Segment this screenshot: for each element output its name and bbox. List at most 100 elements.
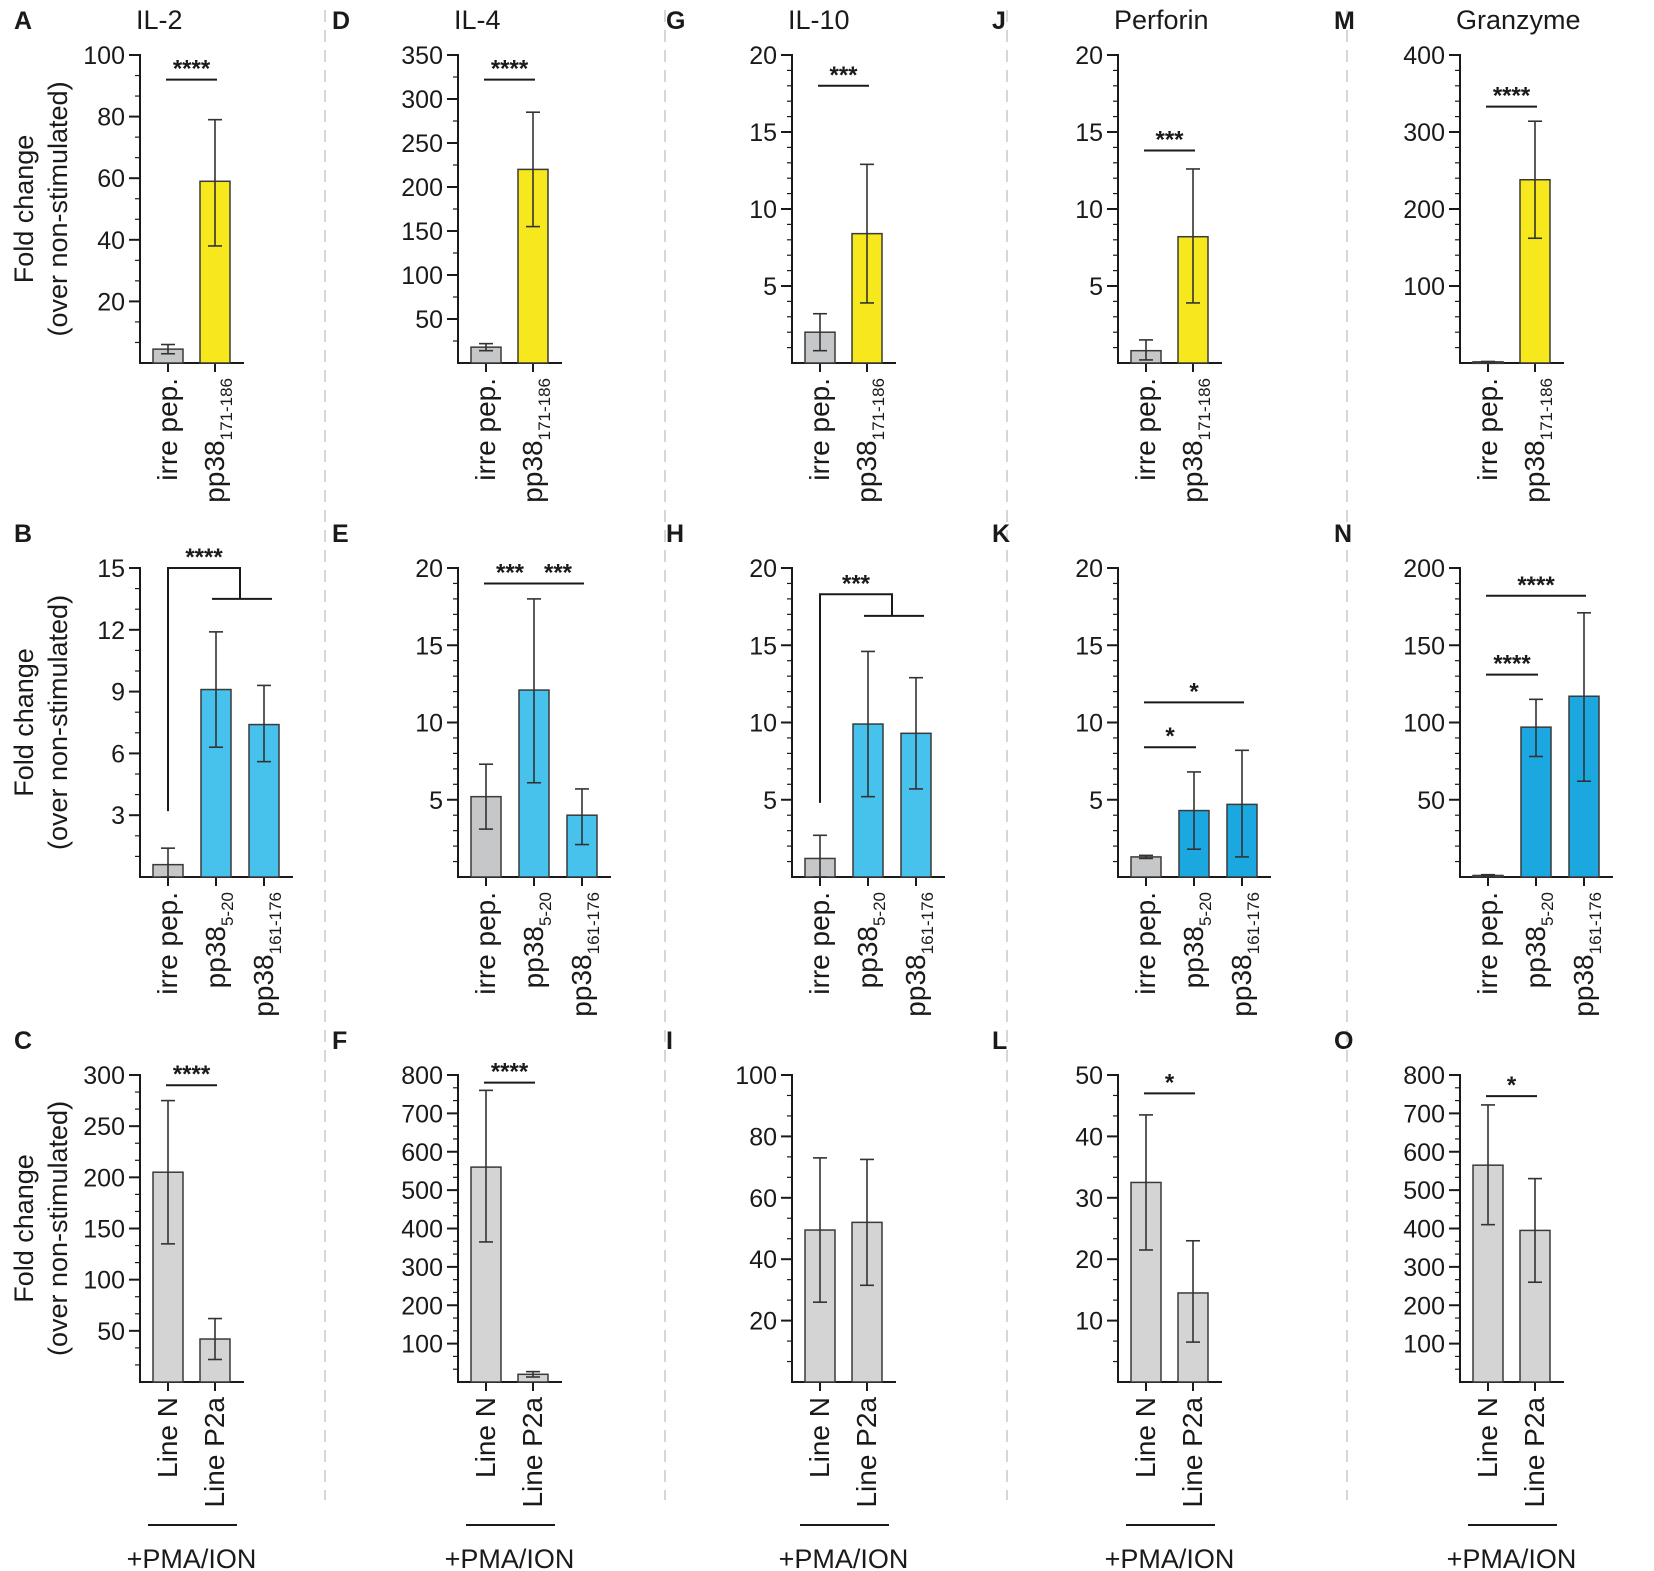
panel-N: N 50 100 150 200 **** **** irre pep. pp385-20 pp3…: [1334, 520, 1613, 1017]
y-tick-label: 800: [1403, 1062, 1445, 1090]
y-tick-label: 40: [749, 1246, 777, 1274]
y-tick-label: 15: [1075, 119, 1103, 147]
panel-title: IL-2: [136, 5, 183, 35]
category-label: pp385-20: [1520, 892, 1557, 988]
y-tick-label: 80: [97, 104, 125, 132]
category-label: pp385-20: [852, 892, 889, 988]
y-tick-label: 20: [749, 555, 777, 583]
y-tick-label: 100: [1403, 1331, 1445, 1359]
panel-title: Granzyme: [1456, 5, 1581, 35]
panel-letter: K: [992, 520, 1010, 548]
bar-2: [248, 723, 280, 878]
y-tick-label: 5: [763, 787, 777, 815]
y-tick-label: 500: [1403, 1177, 1445, 1205]
y-tick-label: 10: [1075, 710, 1103, 738]
y-tick-label: 10: [415, 710, 443, 738]
significance-label: ****: [1493, 651, 1531, 678]
significance-label: ***: [1155, 126, 1184, 153]
panel-D: D IL-4 50 100 150 200 250 300 350 **** irre pep. pp…: [332, 5, 562, 503]
panel-M: M Granzyme 100 200 300 400 **** irre pep. pp3817…: [1334, 5, 1581, 503]
significance-bracket: [819, 593, 893, 803]
y-axis-title: Fold change: [9, 135, 39, 284]
y-tick-label: 5: [1089, 787, 1103, 815]
y-tick-label: 60: [97, 165, 125, 193]
y-tick-label: 300: [401, 1254, 443, 1282]
panel-letter: F: [332, 1027, 347, 1055]
y-tick-label: 800: [401, 1062, 443, 1090]
y-tick-label: 20: [749, 1308, 777, 1336]
category-label: irre pep.: [804, 378, 835, 481]
category-label: irre pep.: [470, 378, 501, 481]
category-label: pp38171-186: [517, 378, 554, 503]
y-tick-label: 700: [401, 1100, 443, 1128]
y-tick-label: 250: [83, 1113, 125, 1141]
category-label: pp38171-186: [1177, 378, 1214, 503]
y-tick-label: 10: [749, 710, 777, 738]
y-tick-label: 15: [1075, 632, 1103, 660]
panel-letter: E: [332, 520, 349, 548]
panel-O: O 100 200 300 400 500 600 700 800 * Line N Line P2a…: [1334, 1027, 1576, 1571]
panel-letter: D: [332, 7, 350, 35]
y-tick-label: 200: [83, 1164, 125, 1192]
category-label: Line P2a: [1177, 1397, 1208, 1508]
y-axis-subtitle: (over non-stimulated): [43, 1101, 73, 1356]
category-label: Line P2a: [199, 1397, 230, 1508]
y-tick-label: 15: [415, 632, 443, 660]
y-tick-label: 20: [97, 288, 125, 316]
y-tick-label: 400: [1403, 42, 1445, 70]
y-tick-label: 400: [1403, 1216, 1445, 1244]
y-tick-label: 12: [97, 617, 125, 645]
y-tick-label: 500: [401, 1177, 443, 1205]
category-label: pp385-20: [1178, 892, 1215, 988]
y-tick-label: 9: [111, 679, 125, 707]
significance-label: *: [1507, 1072, 1517, 1099]
y-tick-label: 200: [1403, 555, 1445, 583]
group-label: +PMA/ION: [445, 1544, 575, 1571]
category-label: Line N: [470, 1397, 501, 1478]
category-label: pp38161-176: [566, 892, 603, 1017]
y-tick-label: 150: [401, 218, 443, 246]
y-tick-label: 200: [401, 174, 443, 202]
panel-letter: G: [666, 7, 685, 35]
panel-letter: B: [14, 520, 32, 548]
significance-label: ****: [173, 56, 211, 83]
group-label: +PMA/ION: [127, 1544, 257, 1571]
panel-letter: C: [14, 1027, 32, 1055]
y-axis-subtitle: (over non-stimulated): [43, 595, 73, 850]
category-label: Line N: [1130, 1397, 1161, 1478]
panel-C: C 50 100 150 200 250 300 **** Line N Line P2a Fold…: [9, 1027, 256, 1571]
y-tick-label: 50: [415, 306, 443, 334]
y-tick-label: 250: [401, 130, 443, 158]
y-tick-label: 100: [735, 1062, 777, 1090]
y-tick-label: 100: [1403, 273, 1445, 301]
panel-title: IL-4: [454, 5, 501, 35]
y-tick-label: 3: [111, 802, 125, 830]
category-label: irre pep.: [1472, 892, 1503, 995]
category-label: pp38161-176: [1568, 892, 1605, 1017]
group-label: +PMA/ION: [1447, 1544, 1577, 1571]
significance-label: ****: [1517, 572, 1555, 599]
significance-label: ****: [491, 1059, 529, 1086]
y-tick-label: 100: [83, 1267, 125, 1295]
category-label: irre pep.: [804, 892, 835, 995]
significance-bracket: [167, 567, 241, 812]
category-label: Line N: [804, 1397, 835, 1478]
panel-title: Perforin: [1114, 5, 1209, 35]
significance-label: ***: [496, 559, 525, 586]
y-tick-label: 150: [1403, 632, 1445, 660]
y-tick-label: 15: [749, 632, 777, 660]
category-label: pp38171-186: [851, 378, 888, 503]
y-tick-label: 50: [1075, 1062, 1103, 1090]
panel-G: G IL-10 5 10 15 20 *** irre pep. pp38171-186: [666, 5, 896, 503]
panel-B: B 3 6 9 12 15 **** irre pep. pp385-20 pp38161-176…: [9, 520, 293, 1017]
y-tick-label: 15: [749, 119, 777, 147]
y-tick-label: 300: [83, 1062, 125, 1090]
y-tick-label: 300: [1403, 119, 1445, 147]
significance-label: *: [1165, 723, 1175, 750]
significance-label: ****: [491, 56, 529, 83]
panel-letter: M: [1334, 7, 1355, 35]
category-label: pp38171-186: [199, 378, 236, 503]
category-label: irre pep.: [1130, 892, 1161, 995]
panel-I: I 20 40 60 80 100 Line N Line P2a +PMA/ION: [666, 1027, 908, 1571]
y-tick-label: 300: [401, 86, 443, 114]
